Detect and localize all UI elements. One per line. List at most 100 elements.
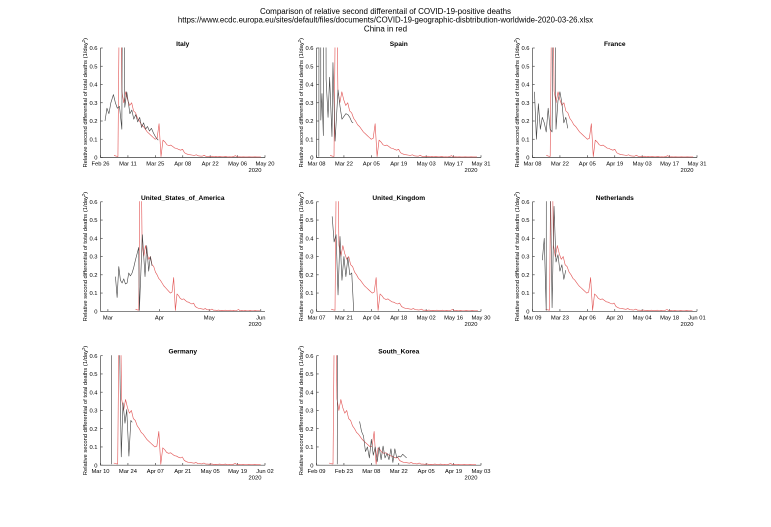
svg-text:0.5: 0.5 <box>89 64 97 70</box>
svg-text:0.3: 0.3 <box>521 255 529 261</box>
svg-text:0.2: 0.2 <box>305 427 313 433</box>
svg-text:0.3: 0.3 <box>305 101 313 107</box>
svg-text:Apr 08: Apr 08 <box>174 162 191 168</box>
svg-text:Apr 19: Apr 19 <box>445 469 462 475</box>
svg-text:0.3: 0.3 <box>305 255 313 261</box>
svg-text:Apr 07: Apr 07 <box>147 469 164 475</box>
svg-text:0.3: 0.3 <box>305 409 313 415</box>
svg-text:Mar 08: Mar 08 <box>523 162 541 168</box>
svg-text:Feb 23: Feb 23 <box>335 469 353 475</box>
svg-text:Mar 22: Mar 22 <box>390 469 408 475</box>
svg-text:0.1: 0.1 <box>89 445 97 451</box>
svg-text:0.6: 0.6 <box>89 46 97 52</box>
svg-text:Apr 19: Apr 19 <box>390 162 407 168</box>
svg-text:May 05: May 05 <box>201 469 220 475</box>
svg-text:0.6: 0.6 <box>89 354 97 360</box>
svg-text:Apr 05: Apr 05 <box>579 162 596 168</box>
svg-text:0.5: 0.5 <box>305 372 313 378</box>
svg-text:0.4: 0.4 <box>305 236 314 242</box>
svg-text:0: 0 <box>526 156 529 162</box>
svg-text:May 19: May 19 <box>228 469 247 475</box>
svg-text:0: 0 <box>526 309 529 315</box>
svg-text:May 03: May 03 <box>471 469 490 475</box>
svg-text:0.2: 0.2 <box>521 119 529 125</box>
svg-text:Mar 08: Mar 08 <box>362 469 380 475</box>
svg-text:Jun 01: Jun 01 <box>688 315 705 321</box>
svg-text:Germany: Germany <box>168 349 197 356</box>
svg-text:0.2: 0.2 <box>89 119 97 125</box>
svg-text:0.5: 0.5 <box>89 218 97 224</box>
svg-text:0.2: 0.2 <box>89 273 97 279</box>
svg-text:May 03: May 03 <box>633 162 652 168</box>
svg-text:2020: 2020 <box>465 322 478 328</box>
svg-text:Feb 26: Feb 26 <box>91 162 109 168</box>
svg-text:Mar 09: Mar 09 <box>523 315 541 321</box>
svg-text:Relative second differential o: Relative second differential of total de… <box>513 192 521 322</box>
svg-text:Mar 22: Mar 22 <box>551 162 569 168</box>
svg-text:Apr 05: Apr 05 <box>418 469 435 475</box>
svg-text:May 18: May 18 <box>660 315 679 321</box>
svg-text:Relative second differential o: Relative second differential of total de… <box>297 38 305 168</box>
svg-text:South_Korea: South_Korea <box>378 349 419 356</box>
svg-text:Mar 11: Mar 11 <box>119 162 137 168</box>
svg-text:2020: 2020 <box>681 168 694 174</box>
svg-text:0.4: 0.4 <box>89 236 98 242</box>
svg-text:0.1: 0.1 <box>521 137 529 143</box>
svg-text:May 30: May 30 <box>471 315 490 321</box>
svg-text:Apr 04: Apr 04 <box>363 315 381 321</box>
svg-text:France: France <box>604 41 626 48</box>
svg-text:0.5: 0.5 <box>521 64 529 70</box>
svg-text:Relative second differential o: Relative second differential of total de… <box>297 346 305 476</box>
svg-text:0: 0 <box>94 463 97 469</box>
svg-text:2020: 2020 <box>465 168 478 174</box>
svg-text:https://www.ecdc.europa.eu/sit: https://www.ecdc.europa.eu/sites/default… <box>178 16 593 25</box>
svg-text:Mar 22: Mar 22 <box>335 162 353 168</box>
svg-text:May 31: May 31 <box>471 162 490 168</box>
svg-text:May 04: May 04 <box>633 315 653 321</box>
svg-text:0.4: 0.4 <box>89 390 98 396</box>
svg-text:Mar 24: Mar 24 <box>119 469 138 475</box>
svg-text:0: 0 <box>94 156 97 162</box>
svg-text:2020: 2020 <box>681 322 694 328</box>
svg-text:0.6: 0.6 <box>89 200 97 206</box>
svg-text:2020: 2020 <box>249 322 262 328</box>
svg-text:0.6: 0.6 <box>305 200 313 206</box>
svg-text:Relative second differential o: Relative second differential of total de… <box>81 192 89 322</box>
svg-text:Apr 05: Apr 05 <box>363 162 380 168</box>
svg-text:Italy: Italy <box>176 41 190 48</box>
svg-text:Apr 19: Apr 19 <box>606 162 623 168</box>
svg-text:0.5: 0.5 <box>89 372 97 378</box>
svg-text:0.3: 0.3 <box>89 101 97 107</box>
svg-text:Jun: Jun <box>256 315 265 321</box>
svg-text:0.5: 0.5 <box>521 218 529 224</box>
svg-text:Apr 21: Apr 21 <box>174 469 191 475</box>
svg-text:0.1: 0.1 <box>305 291 313 297</box>
svg-text:0.4: 0.4 <box>89 83 98 89</box>
svg-text:Mar 21: Mar 21 <box>335 315 353 321</box>
svg-text:Mar 07: Mar 07 <box>307 315 325 321</box>
svg-text:0.3: 0.3 <box>89 255 97 261</box>
svg-text:0: 0 <box>310 463 313 469</box>
svg-text:0.5: 0.5 <box>305 218 313 224</box>
svg-text:Comparison of relative second: Comparison of relative second differenta… <box>260 7 511 16</box>
svg-text:0.3: 0.3 <box>521 101 529 107</box>
svg-text:0.5: 0.5 <box>305 64 313 70</box>
svg-text:May 20: May 20 <box>255 162 274 168</box>
svg-text:Apr 20: Apr 20 <box>606 315 623 321</box>
svg-text:Spain: Spain <box>390 41 408 48</box>
svg-text:United_Kingdom: United_Kingdom <box>372 195 425 202</box>
svg-text:Relative second differential o: Relative second differential of total de… <box>81 346 89 476</box>
svg-text:Mar 23: Mar 23 <box>551 315 569 321</box>
svg-text:Mar 10: Mar 10 <box>91 469 109 475</box>
svg-text:May 17: May 17 <box>660 162 679 168</box>
svg-text:0.6: 0.6 <box>305 354 313 360</box>
svg-text:Relative second differential o: Relative second differential of total de… <box>81 38 89 168</box>
svg-text:0.6: 0.6 <box>305 46 313 52</box>
svg-text:May 02: May 02 <box>417 315 436 321</box>
svg-text:0: 0 <box>94 309 97 315</box>
svg-text:May 17: May 17 <box>444 162 463 168</box>
svg-text:0.1: 0.1 <box>521 291 529 297</box>
svg-text:Apr 18: Apr 18 <box>390 315 407 321</box>
svg-text:0.2: 0.2 <box>305 119 313 125</box>
svg-text:United_States_of_America: United_States_of_America <box>141 195 225 202</box>
